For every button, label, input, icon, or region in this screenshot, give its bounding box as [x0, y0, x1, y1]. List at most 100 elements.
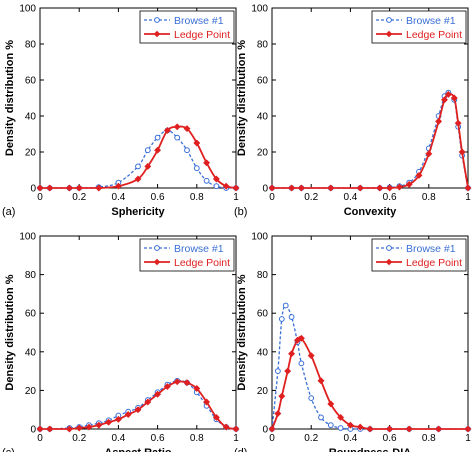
y-tick-label: 40 [257, 347, 269, 358]
x-tick-label: 0.8 [422, 192, 436, 203]
series-ledge-point [268, 90, 472, 192]
data-point-ledge [307, 352, 315, 360]
y-tick-label: 60 [257, 309, 269, 320]
data-point-ledge [288, 350, 296, 358]
data-point-ledge [337, 413, 345, 421]
data-point-browse [203, 177, 210, 184]
y-tick-label: 20 [257, 148, 269, 159]
legend-label-browse-1: Browse #1 [174, 15, 224, 27]
data-point-ledge [376, 184, 384, 192]
x-tick-label: 0.6 [151, 433, 165, 444]
y-axis-title: Density distribution % [4, 274, 16, 390]
data-point-ledge [65, 184, 73, 192]
y-tick-label: 40 [25, 347, 37, 358]
legend-marker [386, 245, 392, 251]
data-point-ledge [222, 423, 230, 431]
data-point-ledge [154, 146, 162, 154]
data-point-ledge [297, 184, 305, 192]
data-point-ledge [268, 425, 276, 433]
data-point-ledge [144, 398, 152, 406]
x-tick-label: 1 [465, 192, 471, 203]
data-point-ledge [154, 390, 162, 398]
data-point-ledge [212, 175, 220, 183]
legend-label-browse-1: Browse #1 [406, 15, 456, 27]
data-point-browse [154, 134, 161, 141]
y-tick-label: 0 [30, 184, 36, 195]
x-tick-label: 1 [465, 433, 471, 444]
series-line-ledge-point [272, 93, 469, 189]
legend-marker [385, 258, 393, 266]
y-tick-label: 0 [262, 184, 268, 195]
data-point-browse [135, 163, 141, 170]
data-point-ledge [212, 413, 220, 421]
data-point-ledge [144, 162, 152, 170]
legend-label-ledge-point: Ledge Point [174, 257, 230, 269]
data-point-ledge [36, 425, 44, 433]
x-tick-label: 0.8 [190, 192, 204, 203]
x-tick-label: 0.4 [111, 433, 125, 444]
x-axis-title: Aspect Ratio [104, 447, 172, 452]
data-point-ledge [450, 94, 458, 102]
series-line-browse-1 [272, 91, 469, 189]
y-tick-label: 40 [257, 112, 269, 123]
data-point-ledge [193, 384, 201, 393]
x-tick-label: 0.2 [72, 433, 86, 444]
data-point-ledge [274, 410, 282, 418]
data-point-ledge [173, 378, 181, 386]
y-tick-label: 40 [25, 112, 37, 123]
y-tick-label: 100 [19, 4, 36, 15]
series-ledge-point [268, 334, 472, 433]
data-point-ledge [458, 148, 466, 156]
data-point-ledge [163, 126, 171, 134]
x-tick-label: 0 [37, 433, 43, 444]
data-point-ledge [366, 425, 374, 433]
data-point-ledge [75, 424, 83, 432]
data-point-ledge [36, 184, 44, 192]
data-point-ledge [454, 119, 462, 127]
data-point-ledge [114, 182, 122, 190]
legend-label-browse-1: Browse #1 [174, 243, 224, 255]
series-browse-1 [269, 302, 471, 432]
legend-label-ledge-point: Ledge Point [406, 257, 462, 269]
chart-panel-b: 0 0.2 0.4 0.6 0.8 1 0 20 40 60 80 100 Convexity Densi… [234, 4, 472, 218]
x-tick-label: 1 [233, 192, 239, 203]
x-tick-label: 0 [269, 433, 275, 444]
data-point-ledge [356, 184, 364, 192]
data-point-browse [288, 314, 295, 320]
data-point-browse [327, 422, 334, 429]
series-line-browse-1 [271, 304, 468, 430]
data-point-ledge [183, 379, 191, 387]
x-tick-label: 0.4 [111, 192, 125, 203]
legend-box [371, 238, 467, 272]
y-tick-label: 100 [19, 232, 36, 243]
data-point-ledge [124, 410, 132, 419]
panel-label: (d) [234, 447, 247, 452]
data-point-ledge [278, 392, 286, 400]
y-tick-label: 20 [25, 148, 37, 159]
data-point-ledge [317, 377, 325, 385]
legend: Browse #1 Ledge Point [371, 238, 467, 272]
data-point-ledge [75, 184, 83, 192]
y-tick-label: 80 [257, 40, 269, 51]
y-tick-label: 0 [262, 425, 268, 436]
x-tick-label: 0.4 [343, 192, 357, 203]
data-point-browse [318, 414, 324, 421]
data-point-browse [337, 425, 344, 431]
data-point-ledge [105, 418, 113, 426]
x-tick-label: 0.4 [343, 433, 357, 444]
y-axis-title: Density distribution % [236, 274, 248, 390]
legend-marker [154, 245, 160, 251]
legend-label-ledge-point: Ledge Point [406, 29, 462, 41]
x-axis-title: Convexity [344, 206, 397, 218]
data-point-ledge [222, 182, 230, 190]
data-point-ledge [425, 150, 433, 158]
data-point-ledge [440, 96, 449, 104]
y-tick-label: 80 [25, 270, 37, 281]
y-tick-label: 60 [257, 76, 269, 87]
data-point-ledge [95, 184, 103, 192]
x-tick-label: 0.6 [383, 433, 397, 444]
data-point-ledge [464, 425, 472, 433]
y-tick-label: 20 [257, 386, 269, 397]
